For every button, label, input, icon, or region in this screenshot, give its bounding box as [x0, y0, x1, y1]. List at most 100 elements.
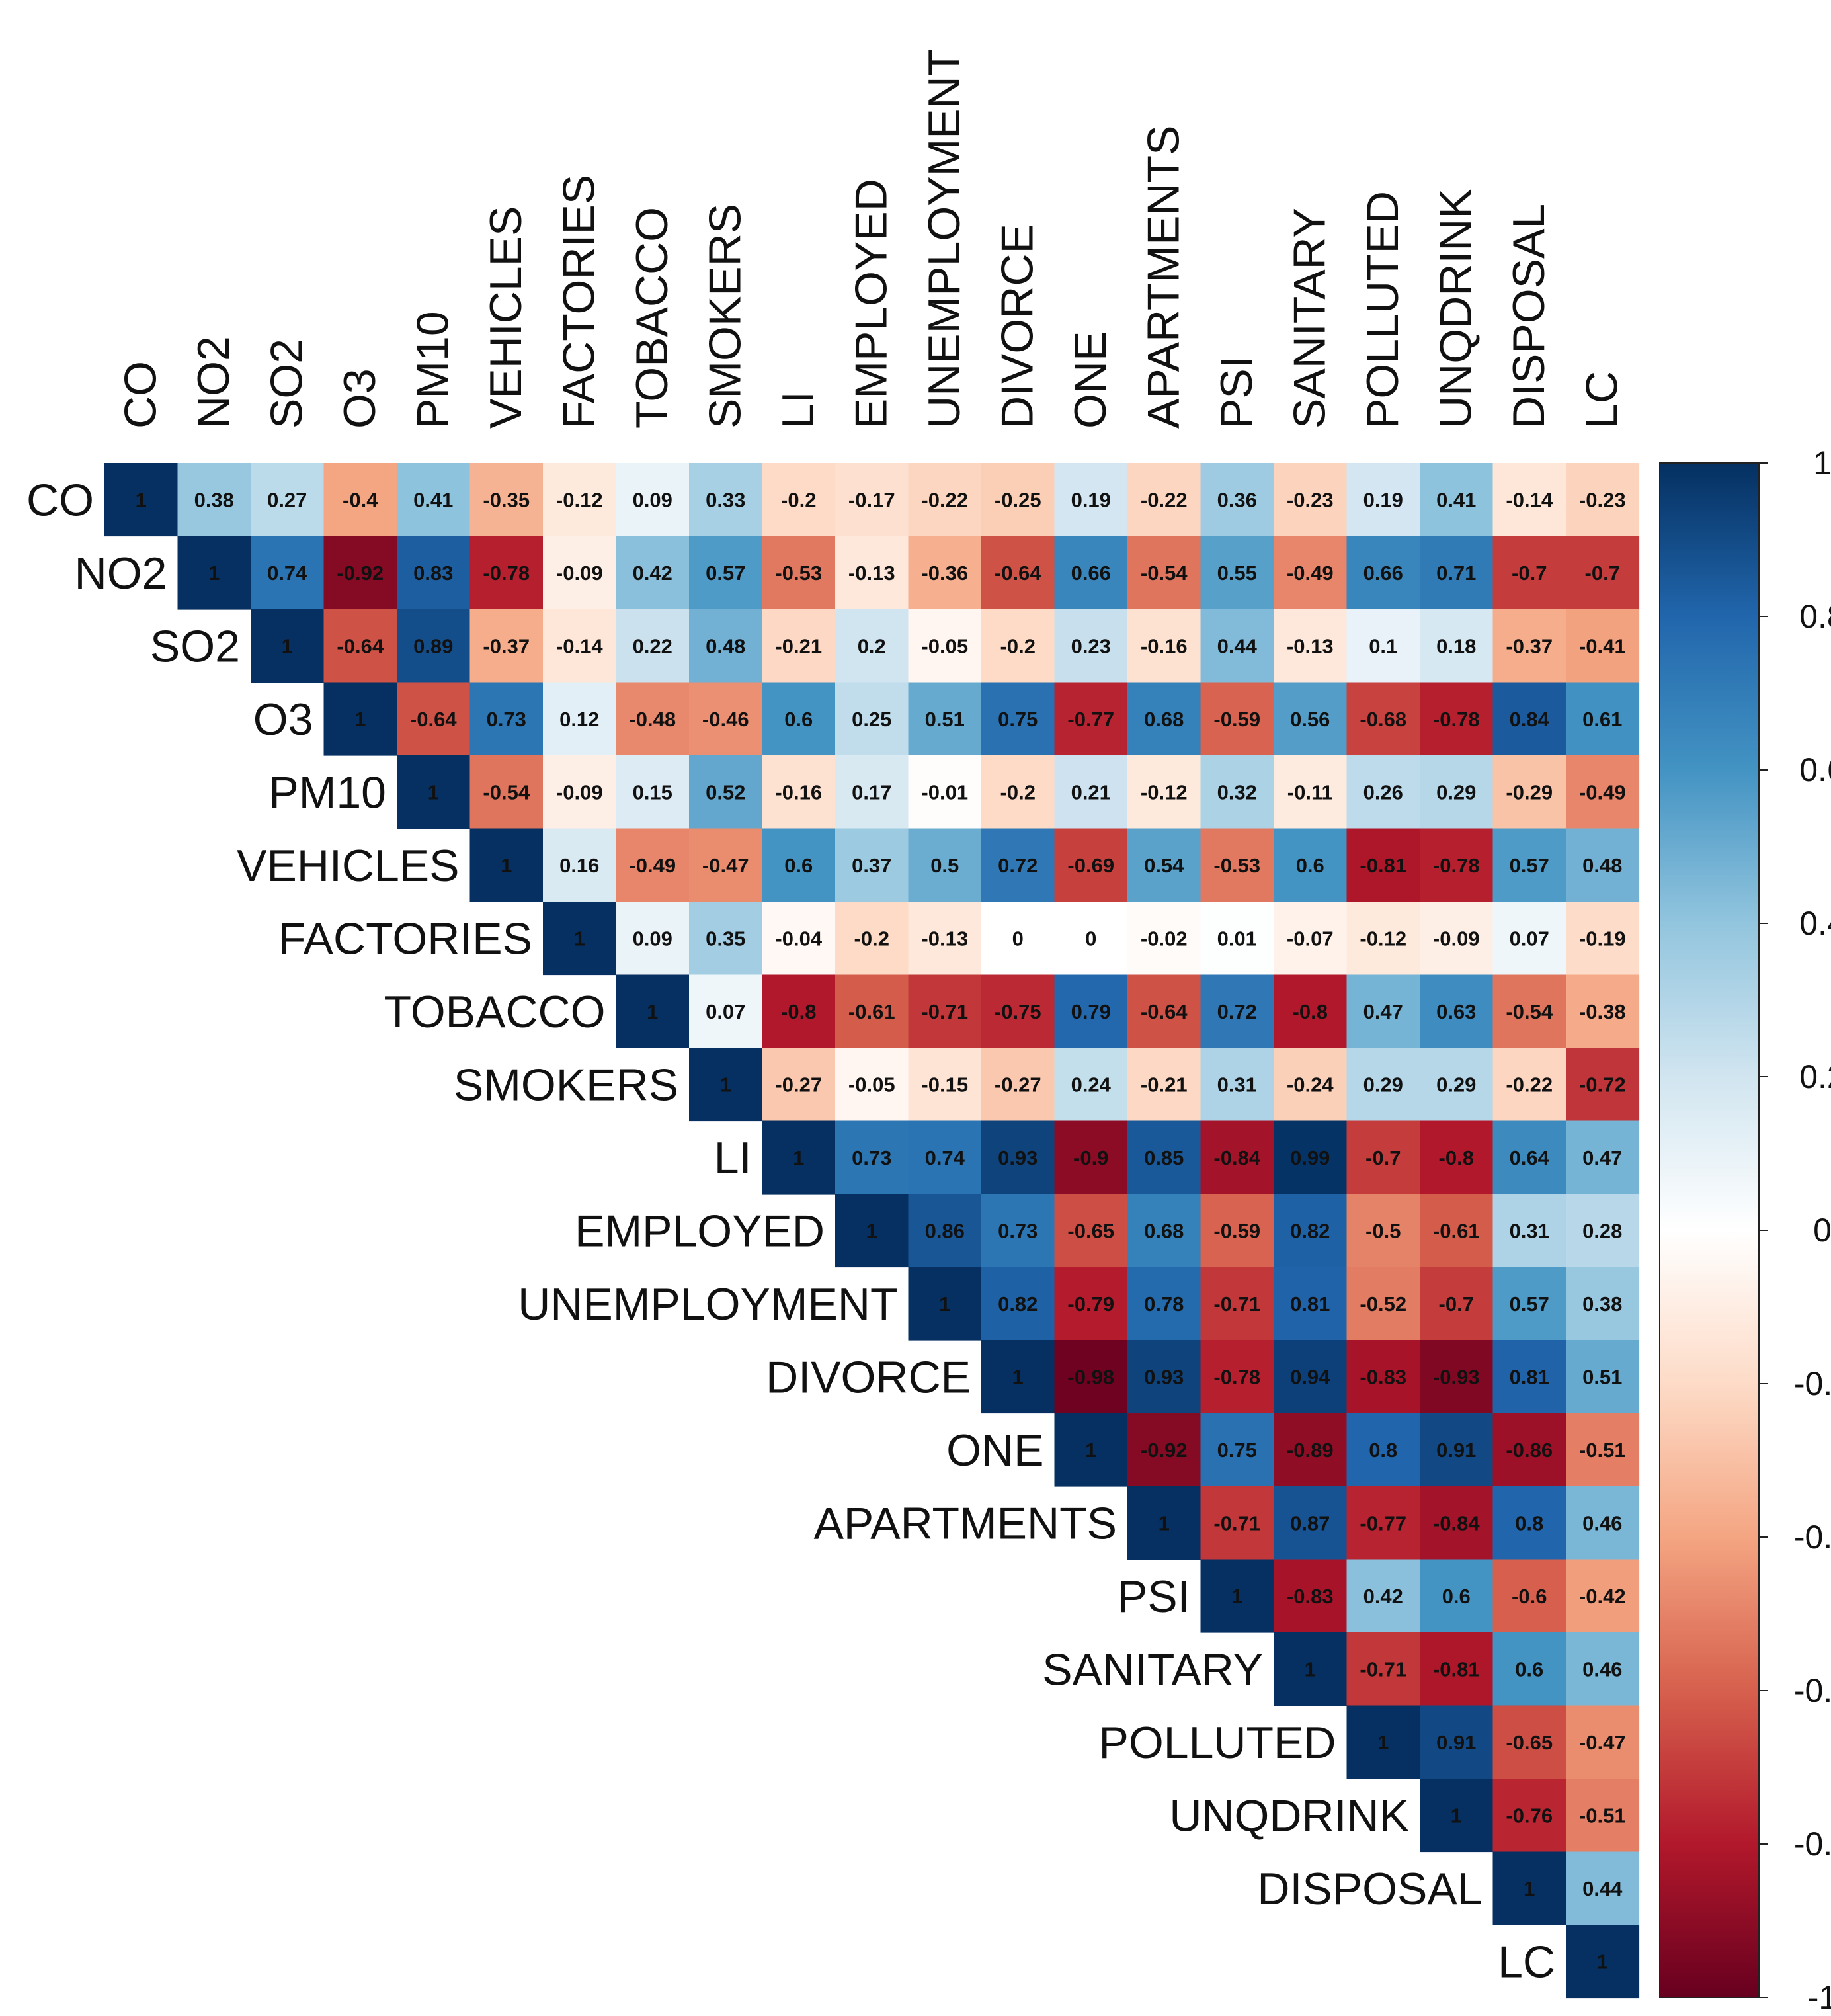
cell-tobacco-apartments: [1127, 974, 1201, 1048]
cell-pm10-psi: [1200, 755, 1274, 829]
row-label-employed: EMPLOYED: [575, 1206, 825, 1256]
row-label-disposal: DISPOSAL: [1257, 1864, 1482, 1914]
cell-value-label: 0.48: [706, 634, 745, 657]
cell-pm10-divorce: [981, 755, 1055, 829]
cell-value-label: -0.27: [995, 1073, 1041, 1096]
cell-vehicles-disposal: [1492, 828, 1567, 902]
cell-pm10-factories: [543, 755, 617, 829]
cell-co-tobacco: [616, 463, 690, 537]
cell-value-label: -0.7: [1439, 1292, 1474, 1316]
cell-unemployment-unqdrink: [1420, 1267, 1494, 1341]
cell-value-label: -0.93: [1433, 1365, 1480, 1388]
colorbar-gradient: [1659, 462, 1760, 1998]
cell-sanitary-unqdrink: [1420, 1632, 1494, 1706]
cell-co-pm10: [397, 463, 471, 537]
cell-employed-disposal: [1492, 1194, 1567, 1268]
cell-so2-apartments: [1127, 609, 1201, 683]
cell-value-label: 1: [1012, 1365, 1024, 1388]
cell-divorce-apartments: [1127, 1340, 1201, 1414]
cell-no2-unemployment: [908, 536, 982, 610]
cell-value-label: 0.94: [1290, 1365, 1330, 1388]
cell-smokers-sanitary: [1274, 1048, 1348, 1122]
cell-co-divorce: [981, 463, 1055, 537]
cell-unqdrink-disposal: [1492, 1779, 1567, 1853]
cell-pm10-vehicles: [469, 755, 544, 829]
cell-factories-lc: [1566, 902, 1640, 976]
cell-o3-apartments: [1127, 682, 1201, 756]
cell-tobacco-unqdrink: [1420, 974, 1494, 1048]
cell-no2-vehicles: [469, 536, 544, 610]
cell-value-label: 1: [1524, 1877, 1535, 1900]
cell-value-label: 0.28: [1582, 1219, 1622, 1242]
cell-psi-sanitary: [1274, 1559, 1348, 1633]
column-label-pm10: PM10: [407, 311, 458, 429]
cell-value-label: 0.55: [1217, 562, 1257, 585]
cell-value-label: -0.53: [1213, 854, 1260, 877]
cell-value-label: -0.22: [1141, 488, 1188, 511]
cell-so2-sanitary: [1274, 609, 1348, 683]
cell-co-sanitary: [1274, 463, 1348, 537]
cell-value-label: 0.47: [1363, 1000, 1403, 1023]
cell-value-label: -0.35: [483, 488, 530, 511]
cell-value-label: 0.29: [1363, 1073, 1403, 1096]
cell-no2-one: [1054, 536, 1128, 610]
cell-value-label: 0.37: [852, 854, 891, 877]
cell-value-label: 0.8: [1369, 1439, 1397, 1462]
column-label-li: LI: [773, 391, 823, 429]
cell-value-label: -0.42: [1579, 1585, 1626, 1608]
cell-value-label: 0.23: [1071, 634, 1111, 657]
cell-value-label: -0.15: [921, 1073, 968, 1096]
row-label-divorce: DIVORCE: [766, 1352, 971, 1402]
cell-value-label: 0.89: [413, 634, 453, 657]
cell-o3-disposal: [1492, 682, 1567, 756]
cell-smokers-apartments: [1127, 1048, 1201, 1122]
colorbar-tick-label: -0.4: [1794, 1519, 1831, 1556]
cell-value-label: 0.72: [1217, 1000, 1257, 1023]
cell-value-label: -0.92: [1141, 1439, 1188, 1462]
cell-value-label: -0.68: [1360, 708, 1406, 731]
colorbar: [1659, 462, 1760, 1998]
cell-unemployment-divorce: [981, 1267, 1055, 1341]
cell-value-label: -0.21: [1141, 1073, 1188, 1096]
cell-vehicles-vehicles: [469, 828, 544, 902]
column-label-apartments: APARTMENTS: [1138, 126, 1188, 429]
cell-divorce-psi: [1200, 1340, 1274, 1414]
cell-tobacco-lc: [1566, 974, 1640, 1048]
cell-co-o3: [323, 463, 397, 537]
cell-so2-unemployment: [908, 609, 982, 683]
cell-value-label: 0.75: [1217, 1439, 1257, 1462]
cell-value-label: 1: [208, 562, 220, 585]
cell-o3-vehicles: [469, 682, 544, 756]
cell-value-label: -0.2: [1000, 780, 1036, 804]
cell-unemployment-polluted: [1346, 1267, 1420, 1341]
cell-value-label: -0.5: [1365, 1219, 1401, 1242]
column-label-one: ONE: [1065, 331, 1116, 429]
cell-vehicles-divorce: [981, 828, 1055, 902]
row-label-lc: LC: [1498, 1937, 1555, 1987]
cell-value-label: 0.41: [413, 488, 453, 511]
cell-unemployment-lc: [1566, 1267, 1640, 1341]
cell-co-lc: [1566, 463, 1640, 537]
cell-psi-disposal: [1492, 1559, 1567, 1633]
row-label-smokers: SMOKERS: [454, 1060, 678, 1110]
cell-factories-smokers: [689, 902, 763, 976]
row-label-unemployment: UNEMPLOYMENT: [518, 1279, 897, 1329]
cell-value-label: 0.83: [413, 562, 453, 585]
cell-value-label: -0.64: [1141, 1000, 1188, 1023]
cell-value-label: 0.16: [559, 854, 599, 877]
cell-unemployment-disposal: [1492, 1267, 1567, 1341]
cell-value-label: 0.29: [1436, 1073, 1476, 1096]
cell-value-label: 1: [866, 1219, 877, 1242]
cell-value-label: -0.59: [1213, 708, 1260, 731]
colorbar-tick-label: -0.6: [1794, 1672, 1831, 1709]
cell-li-unqdrink: [1420, 1120, 1494, 1195]
cell-value-label: 0.81: [1290, 1292, 1330, 1316]
cell-o3-tobacco: [616, 682, 690, 756]
cell-pm10-smokers: [689, 755, 763, 829]
row-label-so2: SO2: [150, 621, 240, 671]
cell-value-label: -0.21: [775, 634, 822, 657]
cell-value-label: -0.83: [1287, 1585, 1334, 1608]
column-label-disposal: DISPOSAL: [1504, 204, 1554, 429]
cell-vehicles-li: [762, 828, 836, 902]
